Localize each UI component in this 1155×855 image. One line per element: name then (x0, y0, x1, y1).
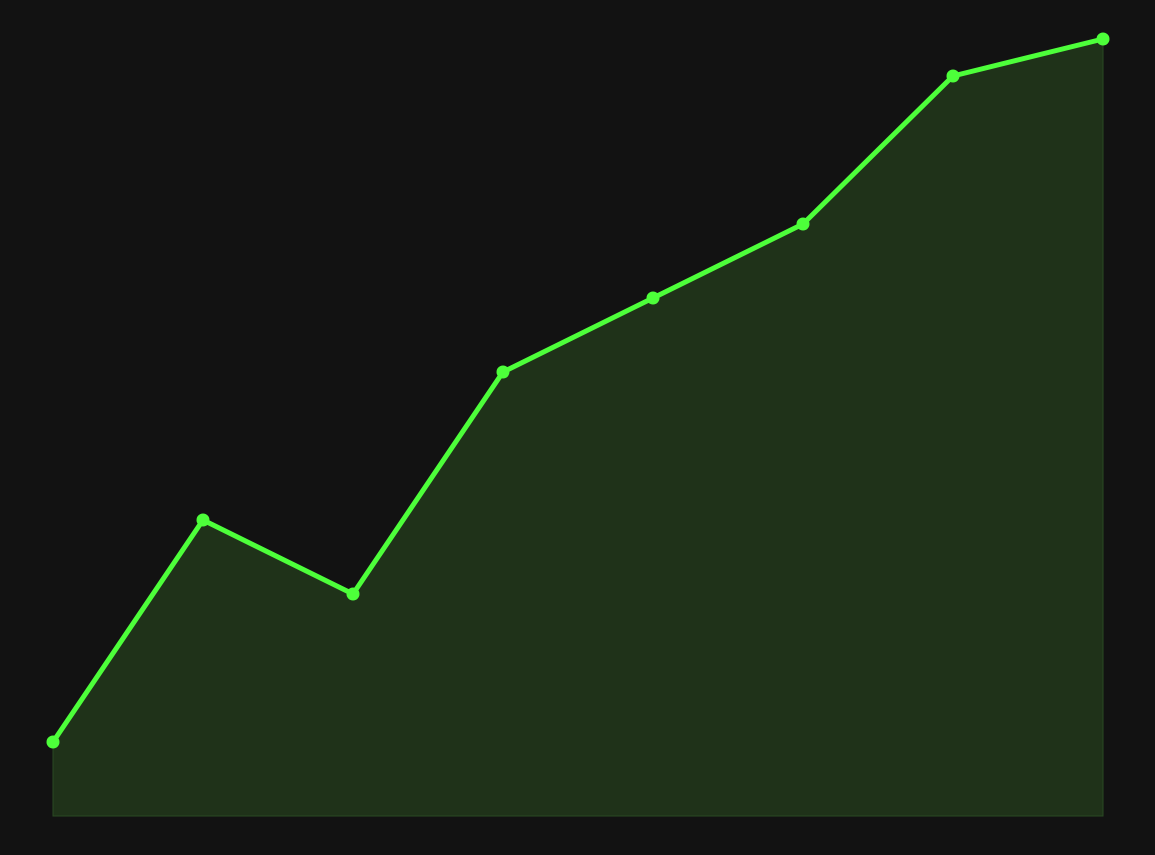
data-point (496, 365, 510, 379)
data-point (46, 735, 60, 749)
data-point (346, 587, 360, 601)
data-point (796, 217, 810, 231)
points-layer (46, 32, 1110, 749)
data-point (646, 291, 660, 305)
data-point (1096, 32, 1110, 46)
data-point (196, 513, 210, 527)
area-fill (52, 38, 1104, 817)
series-line (50, 36, 1106, 745)
data-point (946, 69, 960, 83)
line-layer (50, 36, 1106, 745)
area-layer (52, 38, 1104, 817)
